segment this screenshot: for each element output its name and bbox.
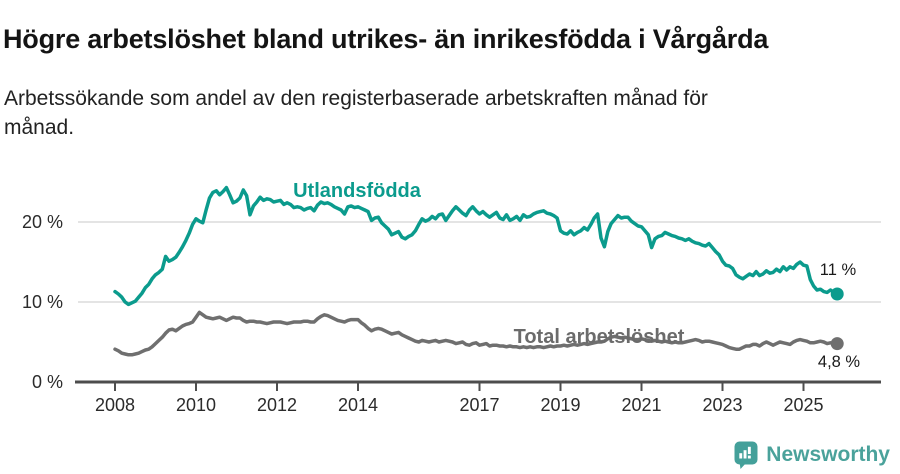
end-value-label-utlandsfodda: 11 % (820, 261, 857, 279)
x-tick-label-2019: 2019 (540, 395, 580, 415)
line-chart: 0 % 10 % 20 % 2008 2010 2012 2014 2017 2019 2021… (0, 150, 900, 450)
newsworthy-logo[interactable]: Newsworthy (733, 440, 890, 470)
line-utlandsf-dda (113, 185, 839, 307)
x-tick-label-2017: 2017 (459, 395, 499, 415)
x-tick-label-2014: 2014 (338, 395, 378, 415)
line-total-arbetsl-shet (113, 310, 839, 357)
x-tick-label-2012: 2012 (257, 395, 297, 415)
page-title: Högre arbetslöshet bland utrikes- än inr… (3, 24, 769, 55)
x-tick-label-2021: 2021 (621, 395, 661, 415)
x-tick-label-2010: 2010 (176, 395, 216, 415)
gridlines: 0 % 10 % 20 % (22, 212, 881, 392)
y-tick-label-20: 20 % (22, 212, 63, 232)
series-label-utlandsfodda: Utlandsfödda (293, 180, 422, 202)
end-value-label-total: 4,8 % (818, 353, 861, 371)
newsworthy-icon (734, 441, 758, 469)
series-lines (113, 185, 844, 357)
end-dot-utlandsf-dda (830, 287, 844, 301)
y-tick-label-10: 10 % (22, 292, 63, 312)
chart-subtitle: Arbetssökande som andel av den registerb… (4, 87, 708, 139)
newsworthy-wordmark: Newsworthy (766, 443, 890, 466)
y-tick-label-0: 0 % (32, 372, 63, 392)
chart-canvas: 0 % 10 % 20 % 2008 2010 2012 2014 2017 2019 2021… (22, 180, 881, 415)
series-label-total: Total arbetslöshet (514, 326, 685, 348)
x-tick-label-2023: 2023 (702, 395, 742, 415)
x-axis: 2008 2010 2012 2014 2017 2019 2021 2023 2025 (75, 380, 881, 415)
x-tick-label-2025: 2025 (783, 395, 823, 415)
x-tick-label-2008: 2008 (95, 395, 135, 415)
end-dot-total-arbetsl-shet (830, 337, 844, 351)
